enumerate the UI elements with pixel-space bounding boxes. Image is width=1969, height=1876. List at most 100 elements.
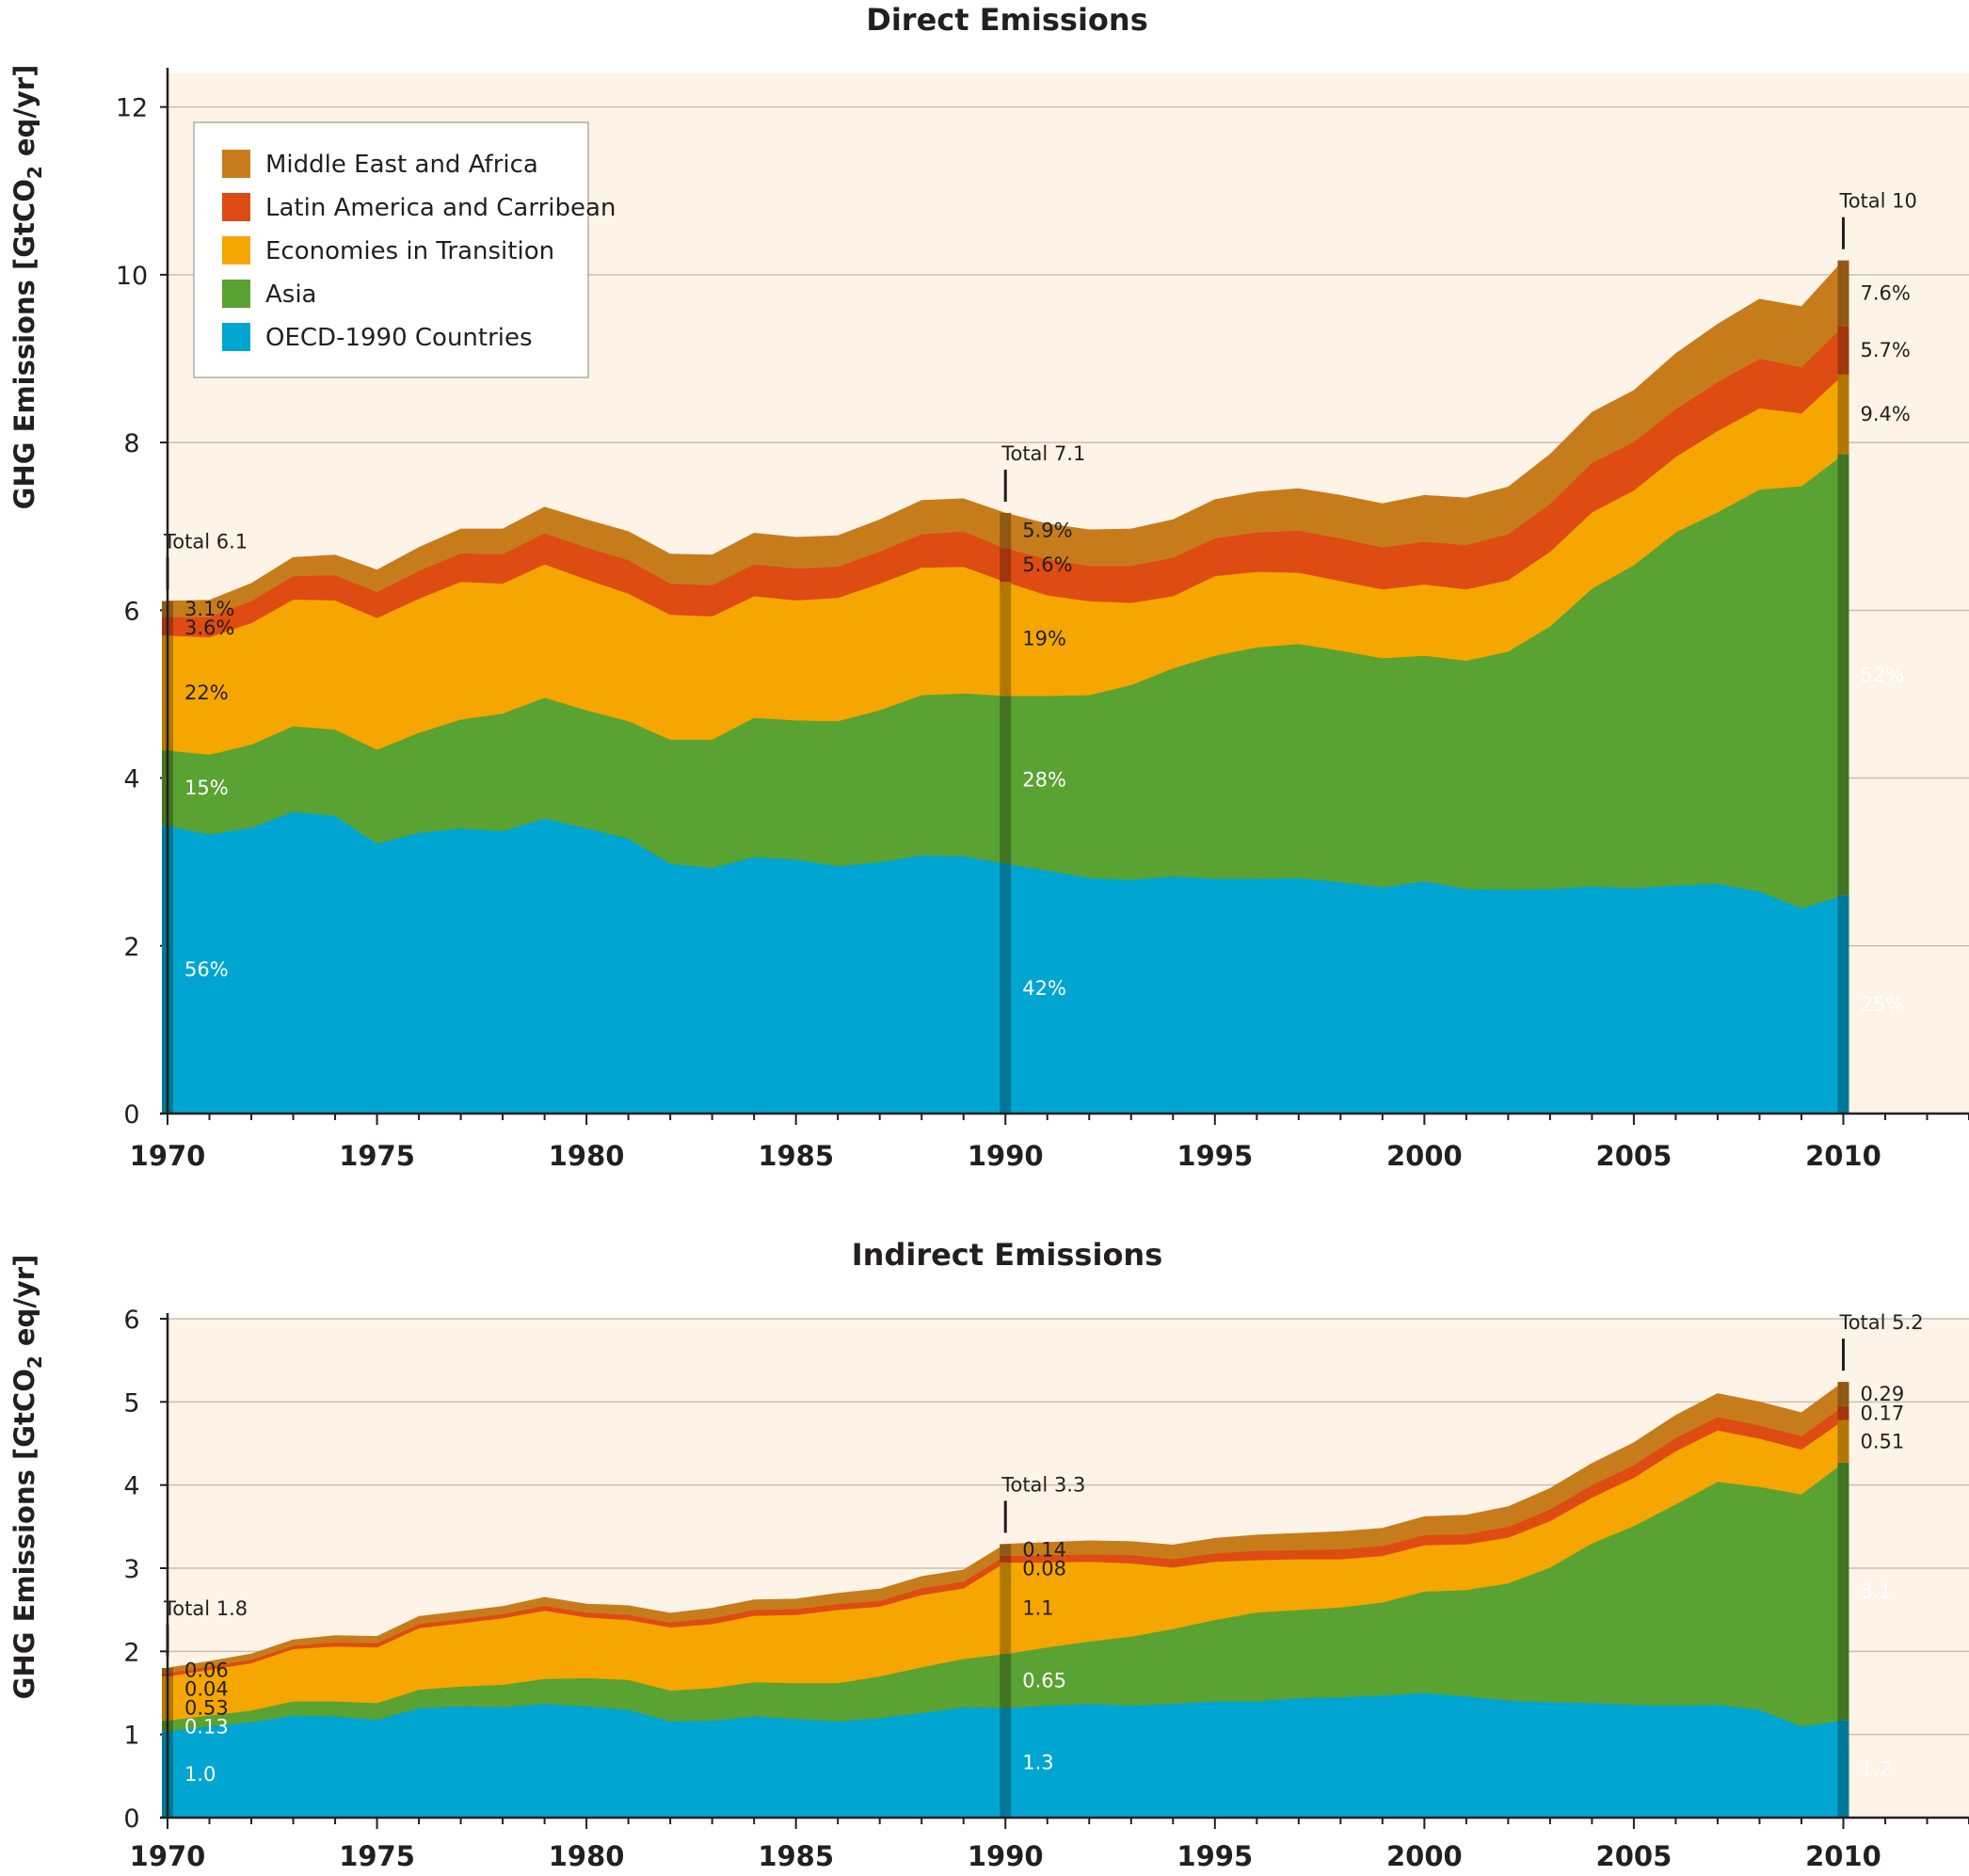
segment-label: 3.1% <box>184 598 234 620</box>
x-tick-label: 1975 <box>339 1140 415 1172</box>
segment-label: 1.0 <box>184 1763 216 1786</box>
marker-shade <box>1837 454 1849 896</box>
segment-label: 1.3 <box>1022 1752 1053 1774</box>
segment-label: 1.2 <box>1860 1757 1891 1780</box>
segment-label: 0.17 <box>1860 1402 1904 1424</box>
marker-shade <box>1837 895 1849 1114</box>
x-tick-label: 2005 <box>1596 1840 1673 1872</box>
total-label: Total 6.1 <box>163 531 248 553</box>
x-tick-label: 2010 <box>1805 1840 1881 1872</box>
segment-label: 0.14 <box>1022 1539 1066 1562</box>
total-label: Total 1.8 <box>163 1597 248 1620</box>
y-tick-label: 5 <box>123 1388 139 1418</box>
marker-segment <box>1837 1462 1849 1721</box>
segment-label: 5.6% <box>1022 553 1072 576</box>
segment-label: 5.9% <box>1022 520 1072 542</box>
total-label: Total 10 <box>1838 190 1916 213</box>
x-tick-label: 2005 <box>1596 1140 1673 1172</box>
y-tick-label: 2 <box>123 933 139 962</box>
marker-segment <box>1000 1562 1012 1654</box>
legend-label: OECD-1990 Countries <box>265 324 533 352</box>
marker-shade <box>1000 512 1012 549</box>
segment-label: 15% <box>184 777 229 799</box>
marker-segment <box>1000 1708 1012 1818</box>
marker-segment <box>1000 1555 1012 1563</box>
total-label: Total 5.2 <box>1838 1311 1923 1334</box>
marker-shade <box>1000 1544 1012 1556</box>
marker-shade <box>1837 1405 1849 1420</box>
legend-swatch-economies-in-transition <box>222 236 250 265</box>
marker-shade <box>1837 374 1849 455</box>
x-tick-label: 2000 <box>1386 1140 1463 1172</box>
x-tick-label: 1970 <box>130 1840 206 1872</box>
marker-segment <box>1000 548 1012 583</box>
marker-segment <box>1837 1405 1849 1420</box>
legend-swatch-latin-america-and-carribean <box>222 193 250 221</box>
marker-segment <box>1000 1544 1012 1556</box>
x-tick-label: 1985 <box>758 1840 834 1872</box>
x-tick-label: 1985 <box>758 1140 834 1172</box>
x-tick-label: 1990 <box>968 1840 1044 1872</box>
segment-label: 3.1 <box>1860 1580 1891 1603</box>
marker-shade <box>1837 1419 1849 1463</box>
marker-shade <box>1837 260 1849 327</box>
marker-shade <box>1000 863 1012 1114</box>
marker-segment <box>1837 374 1849 455</box>
y-tick-label: 6 <box>123 597 139 626</box>
marker-segment <box>1000 863 1012 1114</box>
segment-label: 0.08 <box>1022 1558 1066 1580</box>
segment-label: 0.29 <box>1860 1383 1904 1405</box>
y-tick-label: 3 <box>123 1555 139 1584</box>
legend-swatch-oecd-1990-countries <box>222 323 250 351</box>
segment-label: 0.53 <box>184 1697 229 1720</box>
chart-title: Indirect Emissions <box>852 1237 1163 1273</box>
segment-label: 42% <box>1022 977 1066 1000</box>
segment-label: 7.6% <box>1860 281 1910 304</box>
y-tick-label: 12 <box>116 94 148 123</box>
x-tick-label: 1990 <box>968 1140 1044 1172</box>
y-tick-label: 6 <box>123 1306 139 1335</box>
legend-swatch-middle-east-and-africa <box>222 150 250 178</box>
legend-label: Latin America and Carribean <box>265 194 616 222</box>
legend-box <box>193 121 589 378</box>
total-label: Total 7.1 <box>1001 442 1085 465</box>
y-tick-label: 4 <box>123 1472 139 1501</box>
segment-label: 9.4% <box>1860 403 1910 425</box>
marker-segment <box>1837 260 1849 327</box>
y-axis-label: GHG Emissions [GtCO2 eq/yr] <box>8 1255 46 1700</box>
marker-segment <box>1837 1720 1849 1818</box>
x-tick-label: 1970 <box>130 1140 206 1172</box>
marker-segment <box>1837 326 1849 375</box>
legend-label: Middle East and Africa <box>265 151 538 179</box>
segment-label: 25% <box>1860 993 1904 1016</box>
chart-title: Direct Emissions <box>866 2 1147 38</box>
marker-segment <box>1000 582 1012 697</box>
segment-label: 0.51 <box>1860 1430 1904 1452</box>
segment-label: 0.65 <box>1022 1670 1066 1692</box>
y-tick-label: 0 <box>123 1804 139 1834</box>
y-tick-label: 4 <box>123 765 139 794</box>
legend-label: Economies in Transition <box>265 237 554 265</box>
segment-label: 0.06 <box>184 1660 229 1682</box>
marker-shade <box>1000 1708 1012 1818</box>
legend-swatch-asia <box>222 280 250 308</box>
x-tick-label: 1980 <box>549 1140 625 1172</box>
total-label: Total 3.3 <box>1001 1473 1085 1496</box>
marker-segment <box>1837 895 1849 1114</box>
segment-label: 56% <box>184 958 229 981</box>
marker-shade <box>1000 1555 1012 1563</box>
marker-segment <box>1837 454 1849 896</box>
segment-label: 52% <box>1860 664 1904 686</box>
y-tick-label: 2 <box>123 1638 139 1667</box>
segment-label: 0.04 <box>184 1678 229 1701</box>
marker-shade <box>1000 548 1012 583</box>
marker-shade <box>1000 1653 1012 1708</box>
y-tick-label: 10 <box>116 262 148 291</box>
marker-shade <box>1000 1562 1012 1654</box>
x-tick-label: 1995 <box>1177 1140 1253 1172</box>
segment-label: 3.6% <box>184 617 234 639</box>
segment-label: 28% <box>1022 768 1066 791</box>
segment-label: 1.1 <box>1022 1596 1053 1619</box>
segment-label: 22% <box>184 681 229 704</box>
marker-shade <box>1837 326 1849 375</box>
